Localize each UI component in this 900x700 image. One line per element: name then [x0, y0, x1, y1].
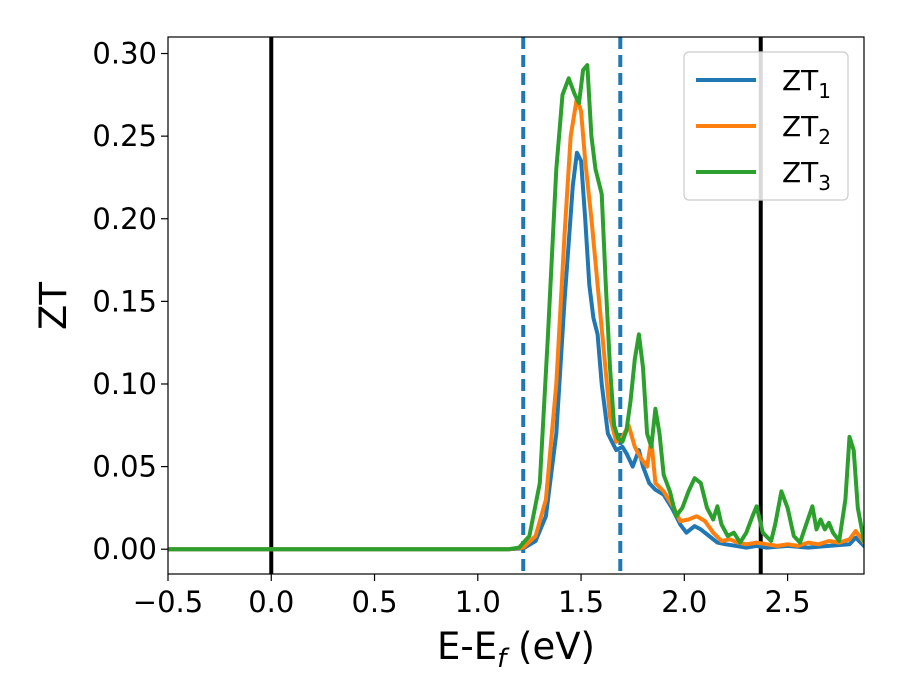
- axis-ticks: −0.5 0.0 0.5 1.0 1.5 2.0 2.5 0.00 0.05 0.10 0.15 0.…: [92, 37, 810, 619]
- plot-frame: [167, 36, 865, 575]
- y-tick-label: 0.20: [92, 202, 157, 236]
- x-tick-label: 1.0: [455, 585, 501, 619]
- series-line-zt3: [168, 63, 864, 552]
- legend: ZT1 ZT2 ZT3: [683, 51, 849, 201]
- axis-labels: ZT E-Ef (eV): [32, 282, 595, 674]
- x-tick-label: 2.5: [765, 585, 811, 619]
- x-tick-label: 0.0: [248, 585, 294, 619]
- series-line-zt1: [168, 150, 864, 552]
- y-tick-label: 0.05: [92, 450, 157, 484]
- x-axis-label: E-Ef (eV): [437, 625, 595, 674]
- x-tick-label: −0.5: [133, 585, 203, 619]
- series-line-zt2: [168, 96, 864, 552]
- legend-label-zt2: ZT2: [782, 110, 831, 149]
- y-tick-label: 0.30: [92, 37, 157, 71]
- y-tick-label: 0.25: [92, 119, 157, 153]
- y-tick-label: 0.10: [92, 367, 157, 401]
- x-tick-label: 0.5: [351, 585, 397, 619]
- y-tick-label: 0.15: [92, 284, 157, 318]
- y-axis-label: ZT: [32, 282, 75, 330]
- x-tick-label: 2.0: [661, 585, 707, 619]
- legend-label-zt3: ZT3: [782, 156, 831, 195]
- x-tick-label: 1.5: [558, 585, 604, 619]
- x-axis-label-unit: (eV): [506, 625, 595, 668]
- legend-box: [683, 51, 849, 201]
- y-tick-label: 0.00: [92, 532, 157, 566]
- legend-label-zt1: ZT1: [782, 64, 831, 103]
- x-axis-label-main: E-E: [437, 625, 497, 668]
